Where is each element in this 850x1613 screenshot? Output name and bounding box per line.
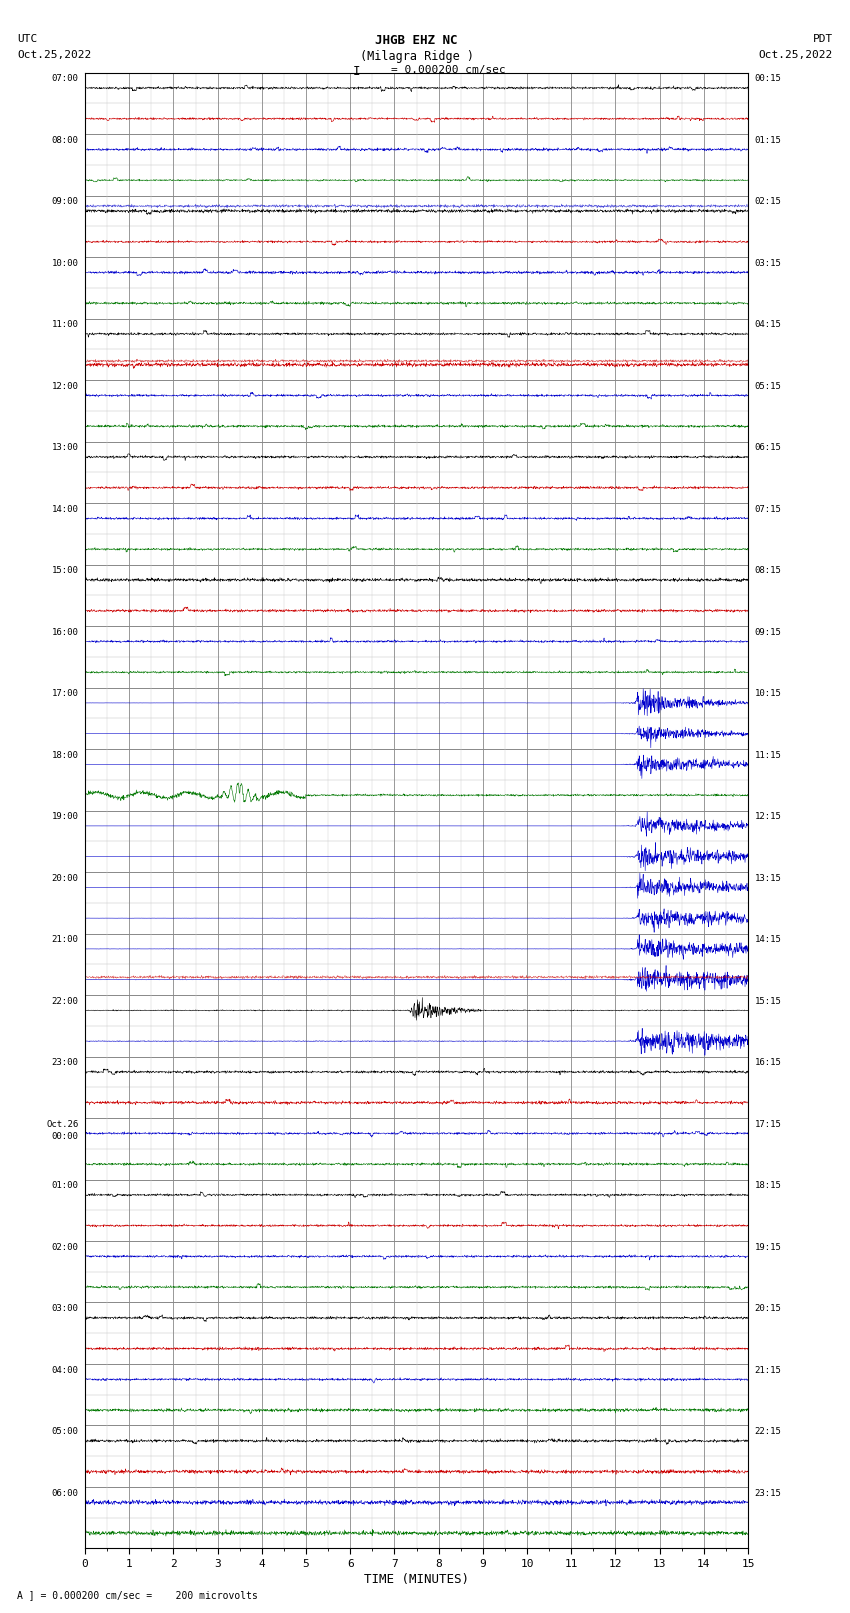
Text: 20:15: 20:15 [755,1303,781,1313]
Text: 13:00: 13:00 [52,444,78,452]
Text: (Milagra Ridge ): (Milagra Ridge ) [360,50,473,63]
Text: PDT: PDT [813,34,833,44]
Text: 01:15: 01:15 [755,135,781,145]
Text: 16:00: 16:00 [52,627,78,637]
Text: 17:00: 17:00 [52,689,78,698]
Text: 13:15: 13:15 [755,874,781,882]
Text: Oct.26: Oct.26 [46,1119,78,1129]
Text: 20:00: 20:00 [52,874,78,882]
Text: 03:00: 03:00 [52,1303,78,1313]
Text: 08:00: 08:00 [52,135,78,145]
Text: 17:15: 17:15 [755,1119,781,1129]
Text: 22:00: 22:00 [52,997,78,1005]
X-axis label: TIME (MINUTES): TIME (MINUTES) [364,1573,469,1586]
Text: 08:15: 08:15 [755,566,781,576]
Text: 23:00: 23:00 [52,1058,78,1068]
Text: 07:15: 07:15 [755,505,781,513]
Text: 04:15: 04:15 [755,319,781,329]
Text: 18:00: 18:00 [52,750,78,760]
Text: UTC: UTC [17,34,37,44]
Text: 05:00: 05:00 [52,1428,78,1436]
Text: 23:15: 23:15 [755,1489,781,1497]
Text: 14:00: 14:00 [52,505,78,513]
Text: 07:00: 07:00 [52,74,78,84]
Text: 00:00: 00:00 [52,1132,78,1140]
Text: 04:00: 04:00 [52,1366,78,1374]
Text: 22:15: 22:15 [755,1428,781,1436]
Text: 01:00: 01:00 [52,1181,78,1190]
Text: 18:15: 18:15 [755,1181,781,1190]
Text: 02:00: 02:00 [52,1242,78,1252]
Text: I: I [354,65,360,77]
Text: = 0.000200 cm/sec: = 0.000200 cm/sec [391,65,506,74]
Text: Oct.25,2022: Oct.25,2022 [759,50,833,60]
Text: 09:15: 09:15 [755,627,781,637]
Text: 03:15: 03:15 [755,258,781,268]
Text: 06:15: 06:15 [755,444,781,452]
Text: 12:00: 12:00 [52,382,78,390]
Text: 16:15: 16:15 [755,1058,781,1068]
Text: 09:00: 09:00 [52,197,78,206]
Text: 15:00: 15:00 [52,566,78,576]
Text: 14:15: 14:15 [755,936,781,944]
Text: 05:15: 05:15 [755,382,781,390]
Text: 06:00: 06:00 [52,1489,78,1497]
Text: 00:15: 00:15 [755,74,781,84]
Text: 02:15: 02:15 [755,197,781,206]
Text: 10:00: 10:00 [52,258,78,268]
Text: 21:00: 21:00 [52,936,78,944]
Text: 11:15: 11:15 [755,750,781,760]
Text: A ] = 0.000200 cm/sec =    200 microvolts: A ] = 0.000200 cm/sec = 200 microvolts [17,1590,258,1600]
Text: 11:00: 11:00 [52,319,78,329]
Text: JHGB EHZ NC: JHGB EHZ NC [375,34,458,47]
Text: 10:15: 10:15 [755,689,781,698]
Text: 19:15: 19:15 [755,1242,781,1252]
Text: Oct.25,2022: Oct.25,2022 [17,50,91,60]
Text: 21:15: 21:15 [755,1366,781,1374]
Text: 15:15: 15:15 [755,997,781,1005]
Text: 19:00: 19:00 [52,811,78,821]
Text: 12:15: 12:15 [755,811,781,821]
